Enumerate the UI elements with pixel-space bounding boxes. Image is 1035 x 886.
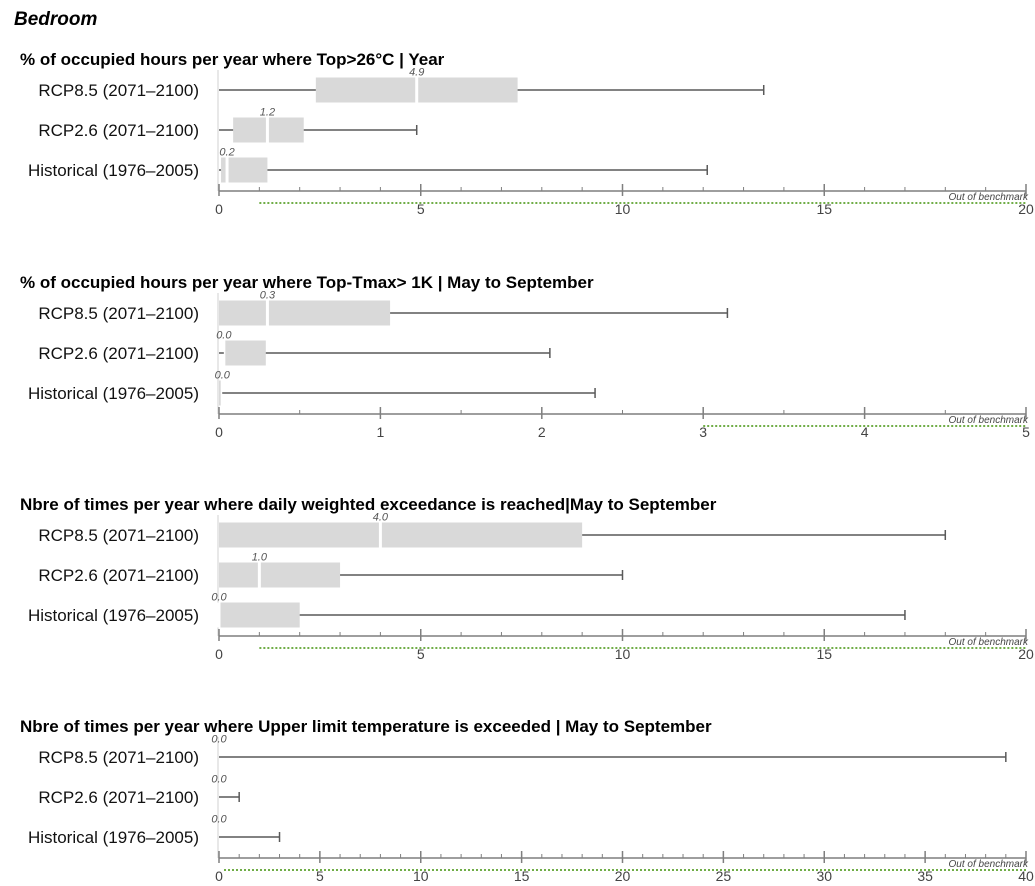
median-label: 0.0: [211, 592, 227, 604]
chart-title: % of occupied hours per year where Top-T…: [20, 273, 594, 292]
box-iqr: [221, 157, 268, 183]
tick-label: 0: [215, 868, 223, 884]
median-label: 1.2: [260, 107, 275, 119]
box-chart-2: RCP8.5 (2071–2100) 4.0 RCP2.6 (2071–2100) 1…: [28, 512, 1034, 663]
tick-label: 15: [816, 646, 832, 662]
row-label: RCP8.5 (2071–2100): [38, 526, 199, 545]
tick-label: 5: [417, 201, 425, 217]
box-iqr: [219, 300, 391, 326]
row-label: Historical (1976–2005): [28, 384, 199, 403]
chart-title: Nbre of times per year where Upper limit…: [20, 717, 712, 736]
tick-label: 5: [316, 868, 324, 884]
tick-label: 40: [1018, 868, 1034, 884]
box-iqr: [219, 602, 300, 628]
median-label: 4.9: [409, 67, 424, 79]
tick-label: 35: [917, 868, 933, 884]
tick-label: 25: [716, 868, 732, 884]
row-label: RCP2.6 (2071–2100): [38, 788, 199, 807]
median-label: 0.0: [211, 734, 227, 746]
median-label: 4.0: [373, 512, 389, 524]
tick-label: 15: [514, 868, 530, 884]
chart-title: % of occupied hours per year where Top>2…: [20, 50, 445, 69]
chart-panel-1: % of occupied hours per year where Top-T…: [0, 273, 1035, 453]
median-label: 0.3: [260, 290, 276, 302]
tick-label: 0: [215, 201, 223, 217]
tick-label: 15: [816, 201, 832, 217]
median-label: 0.0: [211, 774, 227, 786]
tick-label: 5: [1022, 424, 1030, 440]
row-label: RCP8.5 (2071–2100): [38, 304, 199, 323]
chart-title: Nbre of times per year where daily weigh…: [20, 495, 717, 514]
median-label: 1.0: [252, 552, 268, 564]
tick-label: 1: [377, 424, 385, 440]
row-label: Historical (1976–2005): [28, 606, 199, 625]
row-label: RCP8.5 (2071–2100): [38, 81, 199, 100]
tick-label: 2: [538, 424, 546, 440]
row-label: RCP2.6 (2071–2100): [38, 121, 199, 140]
median-label: 0.0: [211, 814, 227, 826]
box-iqr: [219, 562, 341, 588]
box-chart-3: RCP8.5 (2071–2100) 0.0 RCP2.6 (2071–2100) 0…: [28, 734, 1034, 885]
row-label: Historical (1976–2005): [28, 828, 199, 847]
chart-panel-0: % of occupied hours per year where Top>2…: [0, 50, 1035, 230]
tick-label: 3: [699, 424, 707, 440]
benchmark-label: Out of benchmark: [949, 859, 1029, 870]
tick-label: 10: [413, 868, 429, 884]
chart-panel-2: Nbre of times per year where daily weigh…: [0, 495, 1035, 675]
tick-label: 20: [1018, 646, 1034, 662]
median-label: 0.0: [215, 370, 231, 382]
row-label: RCP8.5 (2071–2100): [38, 748, 199, 767]
tick-label: 4: [861, 424, 869, 440]
tick-label: 10: [615, 201, 631, 217]
median-label: 0.0: [216, 330, 232, 342]
tick-label: 30: [816, 868, 832, 884]
row-label: Historical (1976–2005): [28, 161, 199, 180]
chart-panel-3: Nbre of times per year where Upper limit…: [0, 717, 1035, 886]
box-chart-0: RCP8.5 (2071–2100) 4.9 RCP2.6 (2071–2100) 1…: [28, 67, 1034, 218]
benchmark-label: Out of benchmark: [949, 637, 1029, 648]
section-title: Bedroom: [14, 9, 98, 30]
tick-label: 0: [215, 646, 223, 662]
median-label: 0.2: [219, 147, 234, 159]
tick-label: 5: [417, 646, 425, 662]
box-iqr: [219, 522, 583, 548]
tick-label: 20: [1018, 201, 1034, 217]
tick-label: 20: [615, 868, 631, 884]
row-label: RCP2.6 (2071–2100): [38, 566, 199, 585]
tick-label: 10: [615, 646, 631, 662]
box-chart-1: RCP8.5 (2071–2100) 0.3 RCP2.6 (2071–2100) 0…: [28, 290, 1030, 441]
box-iqr: [223, 340, 266, 366]
benchmark-label: Out of benchmark: [949, 192, 1029, 203]
row-label: RCP2.6 (2071–2100): [38, 344, 199, 363]
benchmark-label: Out of benchmark: [949, 415, 1029, 426]
tick-label: 0: [215, 424, 223, 440]
box-iqr: [219, 380, 223, 406]
